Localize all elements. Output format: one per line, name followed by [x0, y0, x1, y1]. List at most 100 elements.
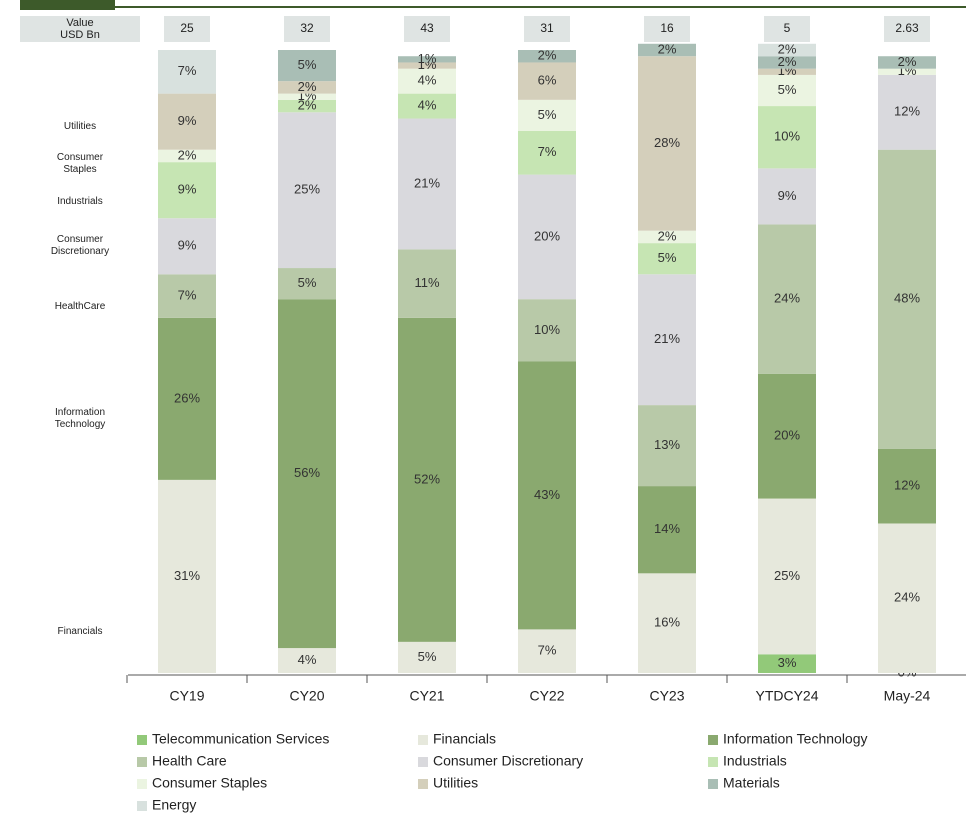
- legend-swatch: [137, 801, 147, 811]
- bar-segment: [398, 62, 456, 69]
- value-label: 5%: [778, 82, 797, 97]
- bar-segment: [518, 629, 576, 673]
- value-label: 2%: [298, 79, 317, 94]
- bar-segment: [278, 81, 336, 94]
- side-label: Information Technology: [54, 407, 106, 430]
- legend-label: Industrials: [723, 753, 787, 769]
- value-label: 12%: [894, 478, 920, 493]
- bar-segment: [518, 50, 576, 63]
- value-label: 24%: [894, 590, 920, 605]
- value-label: 2%: [778, 41, 797, 56]
- bar-segment: [278, 299, 336, 649]
- bar-segment: [638, 573, 696, 673]
- value-label: 11%: [414, 275, 439, 290]
- value-label: 20%: [774, 428, 800, 443]
- bar-segment: [158, 274, 216, 318]
- bar-segment: [158, 479, 216, 673]
- value-label: 2%: [298, 98, 317, 113]
- bar-segment: [878, 149, 936, 449]
- bar-segment: [158, 50, 216, 94]
- bar-segment: [758, 654, 816, 673]
- x-tick-label: CY19: [169, 688, 204, 704]
- value-label: 4%: [418, 73, 437, 88]
- total-label: 43: [420, 21, 434, 35]
- value-label: 2%: [178, 147, 197, 162]
- legend-label: Financials: [433, 731, 496, 747]
- bar-segment: [158, 93, 216, 150]
- value-label: 7%: [178, 63, 197, 78]
- bar-segment: [878, 523, 936, 673]
- side-label: Consumer Discretionary: [50, 234, 110, 257]
- value-label: 12%: [894, 104, 920, 119]
- value-label: 25%: [774, 568, 800, 583]
- total-label: 25: [180, 21, 194, 35]
- legend-swatch: [708, 779, 718, 789]
- value-label: 21%: [414, 175, 440, 190]
- legend-swatch: [708, 735, 718, 745]
- bar-segment: [758, 43, 816, 57]
- side-label: Industrials: [57, 196, 103, 207]
- total-label: 2.63: [895, 21, 919, 35]
- value-label: 7%: [538, 643, 557, 658]
- header-block: [20, 0, 115, 10]
- value-label: 5%: [298, 275, 317, 290]
- total-box: [164, 16, 210, 42]
- bar-segment: [758, 56, 816, 69]
- legend-swatch: [418, 779, 428, 789]
- side-label: HealthCare: [54, 301, 106, 312]
- value-label: 52%: [414, 471, 440, 486]
- bar-segment: [278, 93, 336, 100]
- x-tick-label: May-24: [884, 688, 931, 704]
- value-label: 25%: [294, 182, 320, 197]
- bar-segment: [758, 168, 816, 225]
- total-label: 31: [540, 21, 554, 35]
- bar-segment: [638, 486, 696, 574]
- value-label: 28%: [654, 135, 680, 150]
- total-box: [644, 16, 690, 42]
- bar-segment: [398, 249, 456, 318]
- bar-segment: [278, 268, 336, 300]
- value-label: 2%: [898, 54, 917, 69]
- side-label: Utilities: [63, 121, 97, 132]
- bar-segment: [758, 106, 816, 169]
- bar-segment: [758, 373, 816, 499]
- value-label: 43%: [534, 487, 560, 502]
- bar-segment: [638, 274, 696, 406]
- value-label: 5%: [298, 57, 317, 72]
- bar-segment: [758, 74, 816, 107]
- total-box: [404, 16, 450, 42]
- value-label: 10%: [534, 322, 560, 337]
- bar-segment: [158, 162, 216, 219]
- legend-label: Consumer Staples: [152, 775, 267, 791]
- total-box: [764, 16, 810, 42]
- legend-label: Materials: [723, 775, 780, 791]
- bar-segment: [278, 112, 336, 269]
- value-label: 4%: [298, 652, 317, 667]
- bar-segment: [878, 68, 936, 75]
- value-label: 7%: [178, 288, 197, 303]
- bar-segment: [158, 218, 216, 275]
- bar-segment: [158, 317, 216, 480]
- value-label: 7%: [538, 144, 557, 159]
- bar-segment: [398, 93, 456, 119]
- value-label: 9%: [178, 238, 197, 253]
- legend-swatch: [418, 757, 428, 767]
- bar-segment: [758, 498, 816, 655]
- value-label: 14%: [654, 521, 680, 536]
- value-label: 2%: [658, 41, 677, 56]
- value-label: 21%: [654, 331, 680, 346]
- bar-segment: [398, 56, 456, 63]
- value-label: 13%: [654, 437, 680, 452]
- value-label: 48%: [894, 291, 920, 306]
- side-label: Consumer Staples: [56, 152, 104, 175]
- total-label: 5: [784, 21, 791, 35]
- legend-swatch: [137, 757, 147, 767]
- legend-swatch: [137, 735, 147, 745]
- value-label: 10%: [774, 129, 800, 144]
- x-tick-label: CY21: [409, 688, 444, 704]
- total-label: 32: [300, 21, 314, 35]
- x-tick-label: CY20: [289, 688, 324, 704]
- bar-segment: [278, 648, 336, 673]
- value-label: 56%: [294, 465, 320, 480]
